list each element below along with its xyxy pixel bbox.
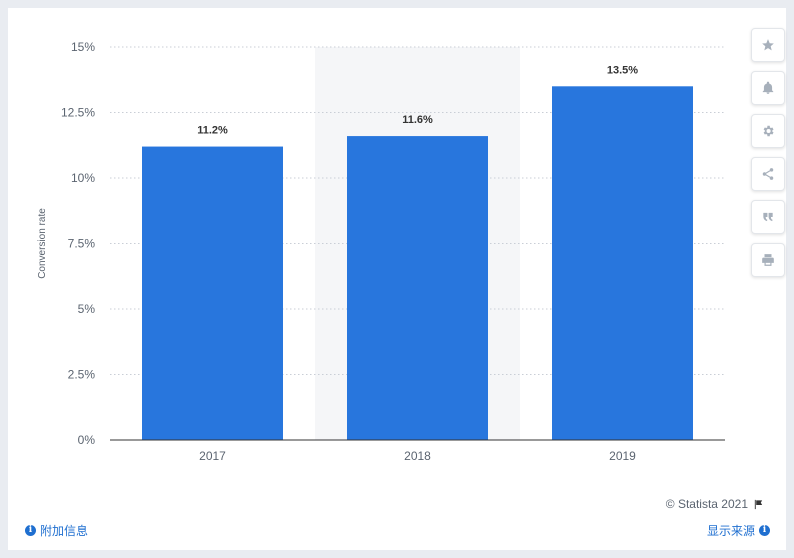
share-icon <box>762 168 774 180</box>
notification-button[interactable] <box>751 71 785 105</box>
x-tick-label: 2019 <box>609 449 636 463</box>
x-tick-label: 2017 <box>199 449 226 463</box>
y-tick-label: 12.5% <box>61 106 95 120</box>
star-icon <box>762 39 774 51</box>
bar-value-label: 11.2% <box>197 125 228 137</box>
flag-icon <box>754 499 763 509</box>
gear-icon <box>763 125 774 137</box>
cite-button[interactable] <box>751 200 785 234</box>
bar-value-label: 11.6% <box>402 114 433 126</box>
bar <box>552 86 693 441</box>
bar-value-label: 13.5% <box>607 64 638 76</box>
y-tick-label: 0% <box>78 433 96 447</box>
print-button[interactable] <box>751 243 785 277</box>
y-tick-label: 2.5% <box>68 368 96 382</box>
print-icon <box>762 254 774 266</box>
credit-text: © Statista 2021 <box>665 497 748 511</box>
share-button[interactable] <box>751 157 785 191</box>
toolbar <box>751 28 785 286</box>
settings-button[interactable] <box>751 114 785 148</box>
y-axis-title: Conversion rate <box>37 208 48 279</box>
statista-credit[interactable]: © Statista 2021 <box>666 497 764 511</box>
bell-icon <box>762 81 774 94</box>
show-source-link[interactable]: 显示来源 i <box>707 522 770 539</box>
y-tick-label: 15% <box>71 40 95 54</box>
y-tick-label: 10% <box>71 171 95 185</box>
favorite-button[interactable] <box>751 28 785 62</box>
additional-info-link[interactable]: i 附加信息 <box>25 522 88 539</box>
chart-card: 0% 2.5% 5% 7.5% 10% 12.5% 15% Conversion rate 11… <box>8 8 786 550</box>
bar <box>142 146 283 440</box>
y-tick-label: 7.5% <box>68 237 96 251</box>
show-source-label: 显示来源 <box>706 524 755 538</box>
y-tick-label: 5% <box>78 302 96 316</box>
bar <box>347 136 488 440</box>
quote-icon <box>763 212 773 222</box>
info-icon: i <box>759 525 770 536</box>
x-tick-label: 2018 <box>404 449 431 463</box>
info-icon: i <box>25 525 36 536</box>
additional-info-label: 附加信息 <box>40 524 89 538</box>
bar-chart: 0% 2.5% 5% 7.5% 10% 12.5% 15% Conversion rate 11… <box>37 40 725 463</box>
